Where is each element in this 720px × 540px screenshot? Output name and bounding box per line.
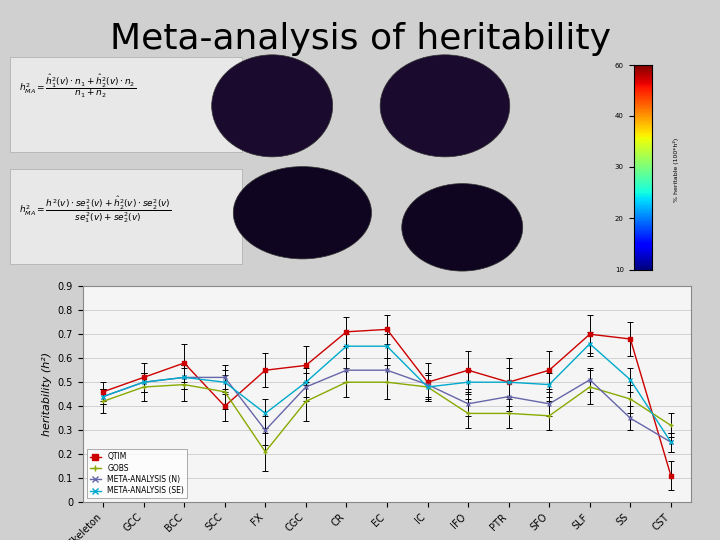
Ellipse shape bbox=[233, 166, 372, 259]
Ellipse shape bbox=[380, 55, 510, 157]
Text: Meta-analysis of heritability: Meta-analysis of heritability bbox=[109, 22, 611, 56]
Legend: QTIM, GOBS, META-ANALYSIS (N), META-ANALYSIS (SE): QTIM, GOBS, META-ANALYSIS (N), META-ANAL… bbox=[86, 449, 187, 498]
Ellipse shape bbox=[402, 184, 523, 271]
Ellipse shape bbox=[212, 55, 333, 157]
Text: $h^2_{MA} = \dfrac{\hat{h}^2_1(v) \cdot n_1 + \hat{h}^2_2(v) \cdot n_2}{n_1 + n_: $h^2_{MA} = \dfrac{\hat{h}^2_1(v) \cdot … bbox=[19, 72, 136, 100]
Text: % heritable (100*h²): % heritable (100*h²) bbox=[673, 138, 679, 202]
Text: $h^2_{MA} = \dfrac{h^2(v) \cdot se_1^2(v) + \hat{h}^2_2(v) \cdot se_2^2(v)}{se_1: $h^2_{MA} = \dfrac{h^2(v) \cdot se_1^2(v… bbox=[19, 194, 171, 225]
FancyBboxPatch shape bbox=[9, 57, 243, 152]
Y-axis label: heritability (h²): heritability (h²) bbox=[42, 352, 52, 436]
FancyBboxPatch shape bbox=[9, 169, 243, 264]
